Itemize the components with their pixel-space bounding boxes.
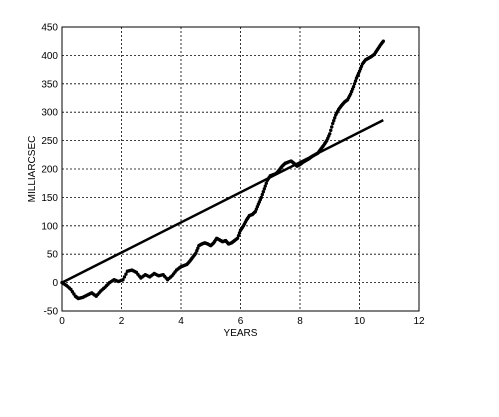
x-tick-label: 6 [238, 316, 244, 327]
y-axis-label: MILLIARCSEC [27, 136, 38, 203]
data-point [330, 125, 334, 129]
series-1-points [60, 39, 385, 301]
y-tick-label: 300 [41, 108, 58, 119]
grid-lines [61, 26, 420, 312]
y-tick-label: 250 [41, 136, 58, 147]
data-point [259, 195, 264, 200]
y-tick-label: 450 [41, 23, 58, 34]
data-point [263, 184, 267, 188]
x-tick-label: 12 [413, 316, 425, 327]
data-point [261, 190, 266, 194]
x-tick-labels: 0 2 4 6 8 10 12 [59, 316, 425, 327]
data-point [235, 236, 240, 240]
x-tick-label: 10 [354, 316, 366, 327]
y-tick-label: 200 [41, 165, 58, 176]
y-tick-label: 100 [41, 221, 58, 232]
data-point [124, 272, 128, 276]
data-point [333, 116, 337, 120]
y-tick-label: 150 [41, 193, 58, 204]
data-point [329, 128, 333, 133]
y-tick-label: 50 [47, 250, 59, 261]
data-point [331, 121, 335, 126]
y-tick-label: 350 [41, 79, 58, 90]
data-point [121, 278, 125, 282]
x-axis-label: YEARS [224, 328, 258, 339]
data-point [237, 231, 242, 235]
y-tick-label: 0 [52, 278, 58, 289]
x-tick-label: 8 [297, 316, 303, 327]
y-tick-label: 400 [41, 51, 58, 62]
data-point [260, 192, 265, 197]
y-tick-labels: -50 0 50 100 150 200 250 300 350 400 450 [41, 23, 58, 318]
chart-series [60, 39, 385, 301]
data-point [236, 233, 241, 238]
data-point [381, 39, 385, 43]
data-point [332, 119, 336, 123]
data-point [352, 82, 357, 86]
series-0-line [61, 119, 384, 284]
data-point [122, 275, 127, 279]
data-point [353, 79, 358, 83]
data-point [328, 132, 332, 136]
x-tick-label: 0 [59, 316, 65, 327]
data-point [264, 181, 268, 185]
y-tick-label: -50 [44, 307, 59, 318]
data-point [351, 84, 356, 89]
x-tick-label: 2 [119, 316, 125, 327]
data-point [262, 187, 266, 191]
plot-frame [61, 26, 420, 312]
x-tick-label: 4 [178, 316, 184, 327]
